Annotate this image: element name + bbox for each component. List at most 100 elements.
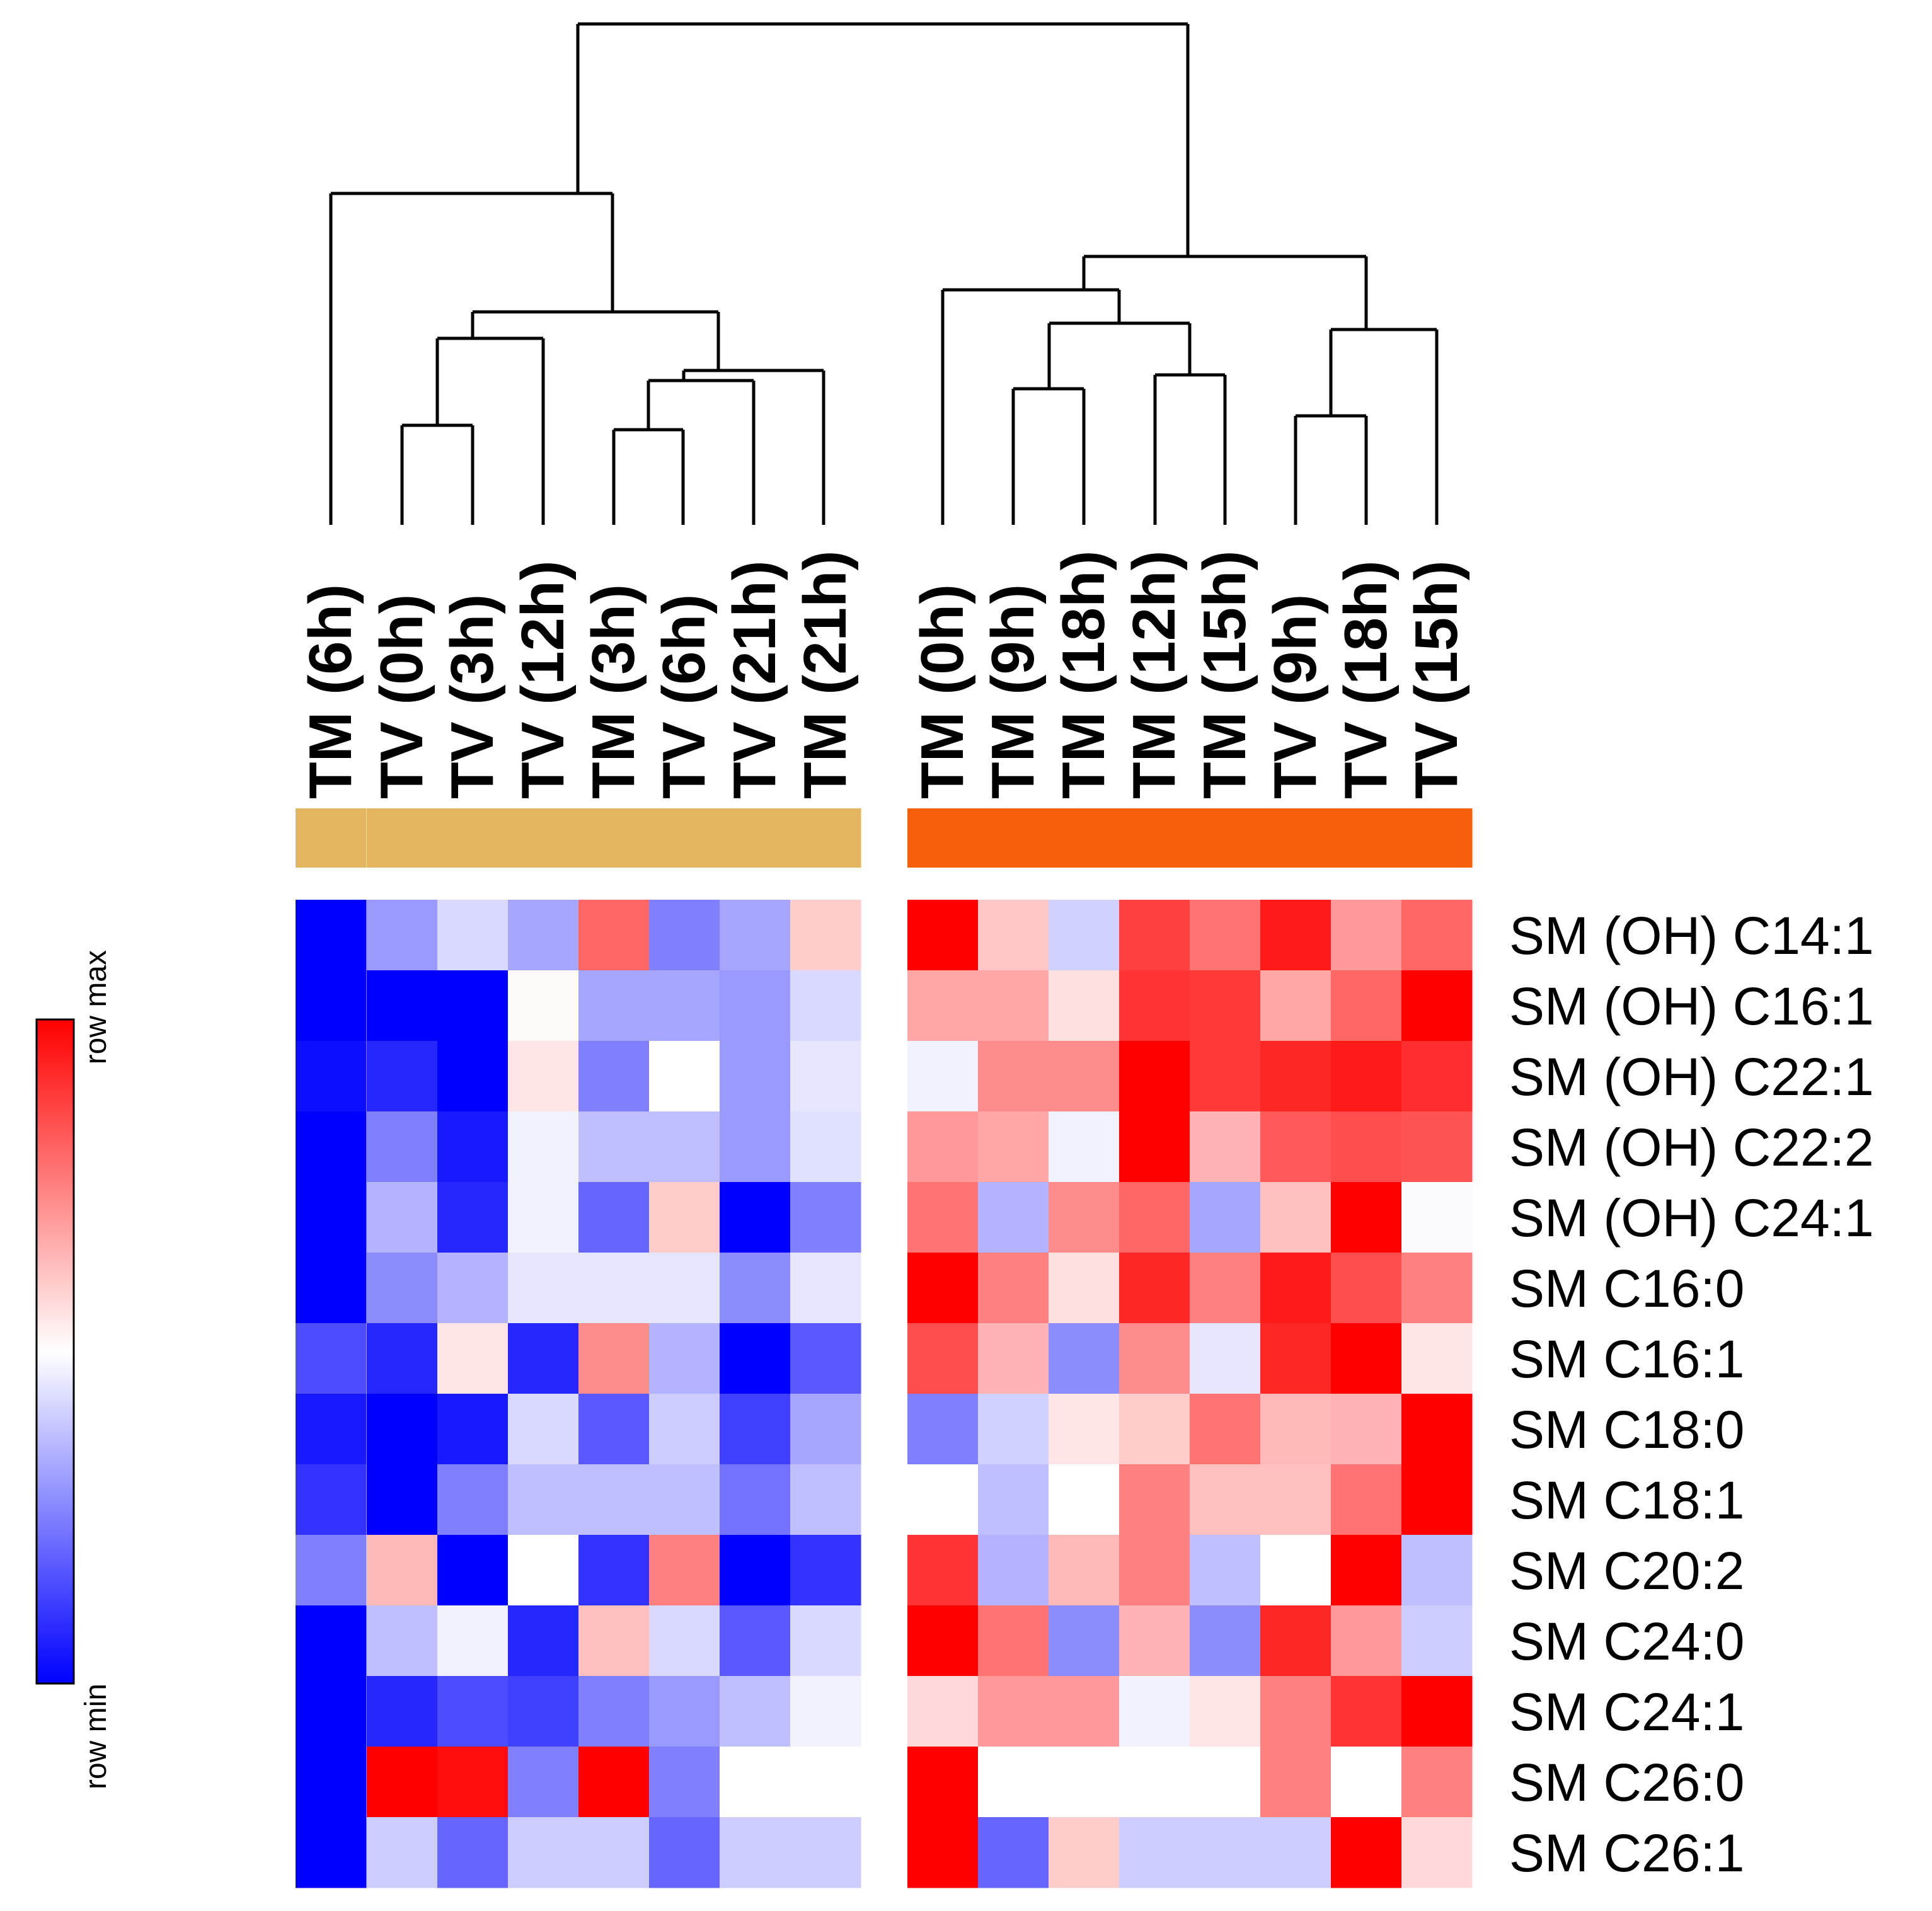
heatmap-cell	[578, 1394, 650, 1465]
heatmap-cell	[790, 1323, 861, 1394]
heatmap-cell	[978, 1605, 1049, 1677]
heatmap-cell	[296, 1747, 367, 1818]
column-group-cell	[508, 808, 579, 868]
heatmap-cell	[578, 900, 650, 971]
heatmap-cell	[907, 1182, 979, 1253]
heatmap-cell	[508, 1111, 579, 1183]
heatmap-cell	[1331, 1041, 1402, 1112]
heatmap-cell	[790, 1605, 861, 1677]
heatmap-cell	[367, 1464, 438, 1535]
heatmap-cell	[1260, 1111, 1331, 1183]
column-label: TM (0h)	[909, 584, 976, 799]
heatmap-cell	[1260, 1747, 1331, 1818]
column-label: TV (9h)	[1262, 594, 1329, 799]
heatmap-cell	[1260, 970, 1331, 1042]
heatmap-cell	[907, 900, 979, 971]
column-group-cell	[1119, 808, 1190, 868]
heatmap-cell	[720, 1182, 791, 1253]
heatmap-cell	[367, 1041, 438, 1112]
column-group-cell	[1331, 808, 1402, 868]
heatmap-cell	[1119, 1253, 1190, 1324]
heatmap-cell	[508, 1464, 579, 1535]
heatmap-cell	[1401, 1464, 1473, 1535]
heatmap-cell	[1190, 1535, 1261, 1606]
heatmap-cell	[1190, 900, 1261, 971]
heatmap-cell	[578, 1041, 650, 1112]
heatmap-cell	[1119, 1817, 1190, 1888]
row-label: SM C26:0	[1509, 1753, 1745, 1812]
heatmap-cell	[578, 1747, 650, 1818]
heatmap-cell	[907, 1323, 979, 1394]
heatmap-cell	[578, 1676, 650, 1747]
heatmap-cell	[578, 970, 650, 1042]
heatmap-cell	[1331, 1394, 1402, 1465]
heatmap-cell	[720, 1323, 791, 1394]
heatmap-cell	[437, 1817, 509, 1888]
heatmap-cell	[1049, 970, 1120, 1042]
heatmap-cell	[437, 1747, 509, 1818]
column-dendrogram	[329, 22, 1439, 525]
heatmap-cell	[367, 1605, 438, 1677]
heatmap-cell	[367, 970, 438, 1042]
heatmap-cell	[367, 1535, 438, 1606]
heatmap-cell	[437, 1182, 509, 1253]
heatmap-cell	[978, 1253, 1049, 1324]
heatmap-cell	[1331, 1817, 1402, 1888]
heatmap-cell	[907, 1676, 979, 1747]
heatmap-cell	[649, 1605, 720, 1677]
heatmap-cell	[649, 1676, 720, 1747]
heatmap-cell	[649, 1747, 720, 1818]
heatmap-cell	[578, 1535, 650, 1606]
column-label: TV (21h)	[721, 560, 788, 799]
heatmap-cell	[508, 1323, 579, 1394]
heatmap-cell	[578, 1605, 650, 1677]
heatmap-cell	[649, 900, 720, 971]
heatmap-cell	[720, 1676, 791, 1747]
heatmap-cell	[296, 1182, 367, 1253]
column-group-cell	[1260, 808, 1331, 868]
scale-min-label: row min	[79, 1684, 113, 1789]
heatmap-cell	[790, 1041, 861, 1112]
column-group-cell	[907, 808, 979, 868]
heatmap-cell	[296, 1253, 367, 1324]
heatmap-cell	[790, 1182, 861, 1253]
row-label: SM C20:2	[1509, 1541, 1745, 1600]
row-label: SM (OH) C22:1	[1509, 1047, 1874, 1106]
heatmap-cell	[1260, 900, 1331, 971]
color-scale-bar	[35, 1018, 75, 1685]
column-group-cell	[1401, 808, 1473, 868]
heatmap-cell	[1331, 1535, 1402, 1606]
heatmap-cell	[437, 1041, 509, 1112]
heatmap-cell	[978, 1111, 1049, 1183]
heatmap-cell	[790, 1394, 861, 1465]
heatmap-cell	[907, 970, 979, 1042]
heatmap-cell	[508, 1253, 579, 1324]
heatmap-cell	[1190, 1605, 1261, 1677]
heatmap-cell	[790, 1535, 861, 1606]
heatmap-cell	[1401, 900, 1473, 971]
heatmap-cell	[1119, 970, 1190, 1042]
column-label: TM (15h)	[1191, 550, 1258, 799]
heatmap-cell	[720, 1394, 791, 1465]
heatmap-cell	[578, 1464, 650, 1535]
heatmap-cell	[437, 1464, 509, 1535]
heatmap-cell	[790, 1817, 861, 1888]
heatmap-cell	[978, 970, 1049, 1042]
heatmap-cell	[1331, 1253, 1402, 1324]
heatmap-cell	[1260, 1323, 1331, 1394]
heatmap-cell	[649, 1041, 720, 1112]
column-label: TM (18h)	[1050, 550, 1117, 799]
heatmap-cell	[1119, 1535, 1190, 1606]
heatmap-cell	[1401, 1253, 1473, 1324]
column-label: TV (3h)	[439, 594, 506, 799]
heatmap-cell	[720, 970, 791, 1042]
column-group-cell	[790, 808, 861, 868]
heatmap-cell	[790, 1253, 861, 1324]
column-group-cell	[367, 808, 438, 868]
heatmap-cell	[720, 1535, 791, 1606]
heatmap-cell	[1049, 1041, 1120, 1112]
heatmap-cell	[1401, 1676, 1473, 1747]
heatmap-cell	[720, 1464, 791, 1535]
heatmap-cell	[578, 1111, 650, 1183]
heatmap-cell	[720, 900, 791, 971]
